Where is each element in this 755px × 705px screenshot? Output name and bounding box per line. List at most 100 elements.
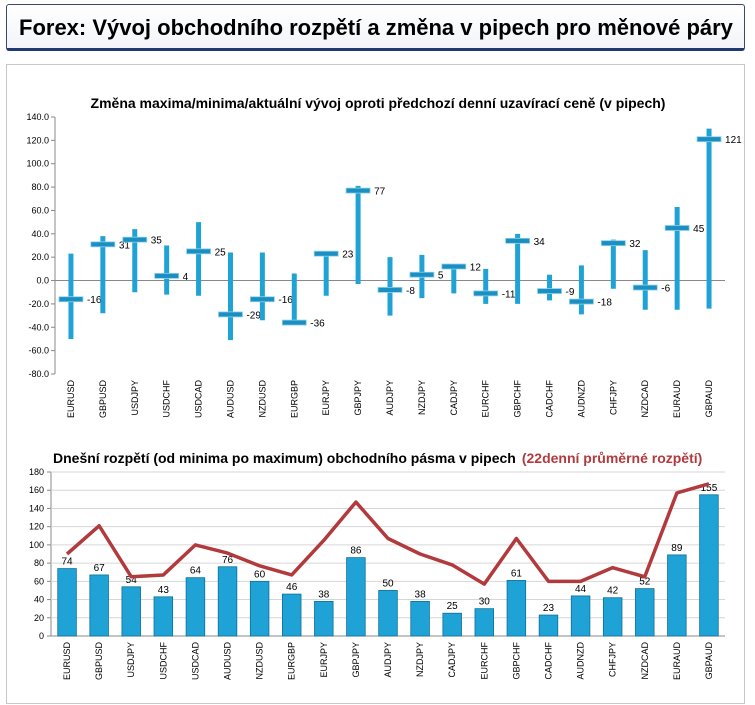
bar (282, 593, 302, 637)
bar-chart-marks: 74 EURUSD 67 GBPUSD 54 USDJPY 43 USDCHF 64 USDCAD… (57, 482, 719, 681)
bar (410, 600, 430, 637)
value-label: 25 (215, 247, 227, 258)
current-marker (281, 319, 307, 326)
page-title: Forex: Vývoj obchodního rozpětí a změna … (19, 15, 733, 40)
category-label: EURUSD (66, 380, 76, 419)
value-label: -16 (278, 295, 293, 306)
current-marker (537, 288, 562, 294)
category-label: USDCHF (158, 641, 168, 679)
value-label: -11 (502, 289, 516, 300)
category-label: NZDCAD (640, 642, 650, 680)
y-tick-label: 140 (29, 503, 44, 513)
bar-line-chart: Dnešní rozpětí (od minima po maximum) ob… (29, 450, 725, 681)
category-label: CADJPY (447, 642, 457, 678)
category-label: GBPUSD (94, 642, 104, 681)
value-label: -29 (246, 310, 261, 321)
category-label: CADCHF (543, 641, 553, 679)
bar-chart-title-main: Dnešní rozpětí (od minima po maximum) ob… (53, 450, 516, 466)
bar (538, 614, 559, 637)
value-label: -6 (661, 284, 670, 295)
bar (602, 597, 623, 637)
y-tick-label: -60.0 (28, 346, 49, 356)
bar-chart-title: Dnešní rozpětí (od minima po maximum) ob… (53, 450, 702, 466)
bar-value-label: 60 (254, 569, 266, 580)
category-label: EURUSD (62, 642, 72, 681)
value-label: -9 (566, 287, 575, 298)
y-tick-label: 40.0 (31, 229, 49, 239)
category-label: NZDUSD (255, 642, 265, 680)
category-label: GBPJPY (353, 380, 363, 416)
current-marker (664, 225, 690, 231)
category-label: AUDNZD (576, 642, 586, 680)
category-label: USDJPY (130, 380, 140, 416)
bar (570, 595, 591, 637)
value-label: 5 (438, 271, 444, 282)
y-tick-label: 160 (29, 485, 44, 495)
y-tick-label: 60 (34, 576, 44, 586)
category-label: CADCHF (545, 379, 555, 417)
value-label: 32 (629, 239, 641, 250)
current-marker (313, 250, 339, 257)
category-label: EURJPY (319, 642, 329, 678)
category-label: GBPCHF (513, 380, 523, 418)
value-label: 4 (183, 272, 189, 283)
y-tick-label: 80.0 (31, 182, 49, 192)
bar (153, 596, 174, 637)
category-label: EURJPY (321, 380, 331, 416)
bar (217, 566, 238, 637)
value-label: -18 (597, 298, 612, 309)
bar (667, 554, 687, 637)
category-label: AUDJPY (385, 380, 395, 416)
bar (249, 580, 270, 637)
range-chart-marks: -16 EURUSD 31 GBPUSD 35 USDJPY 4 USDCHF 25 USDCAD… (58, 128, 742, 419)
bar-value-label: 43 (158, 585, 170, 596)
category-label: EURAUD (672, 380, 682, 419)
y-tick-label: -40.0 (28, 322, 49, 332)
current-marker (154, 272, 180, 279)
bar-value-label: 61 (511, 568, 523, 579)
y-tick-label: 120.0 (26, 135, 49, 145)
category-label: EURCHF (481, 379, 491, 417)
bar-value-label: 23 (543, 603, 555, 614)
current-marker (345, 187, 371, 194)
current-marker (696, 136, 722, 143)
current-marker (569, 298, 594, 305)
current-marker (249, 296, 275, 303)
bar-value-label: 89 (671, 543, 683, 554)
y-tick-label: -20.0 (28, 299, 49, 309)
bar (185, 577, 206, 637)
bar (474, 608, 494, 637)
current-marker (90, 241, 116, 248)
category-label: AUDUSD (225, 380, 235, 419)
category-label: NZDJPY (417, 380, 427, 415)
y-tick-label: 100.0 (26, 159, 49, 169)
value-label: 35 (151, 236, 163, 247)
category-label: USDCAD (190, 642, 200, 681)
page-header: Forex: Vývoj obchodního rozpětí a změna … (6, 4, 745, 51)
category-label: USDCHF (162, 379, 172, 417)
category-label: AUDJPY (383, 642, 393, 678)
bar (57, 568, 77, 637)
current-marker (632, 284, 658, 291)
y-tick-label: 180 (29, 467, 44, 477)
y-tick-label: 0 (39, 631, 44, 641)
average-range-line (65, 482, 710, 586)
value-label: 12 (470, 263, 482, 274)
category-label: EURCHF (479, 641, 489, 679)
bar (89, 574, 109, 637)
y-tick-label: 140.0 (26, 112, 49, 122)
current-marker (218, 311, 243, 318)
category-label: AUDNZD (576, 380, 586, 418)
current-marker (186, 248, 211, 255)
value-label: 121 (725, 135, 742, 146)
category-label: GBPAUD (704, 642, 714, 680)
value-label: -8 (406, 286, 415, 297)
bar-value-label: 64 (190, 566, 202, 577)
current-marker (505, 237, 531, 244)
bar-value-label: 155 (701, 483, 718, 494)
bar-value-label: 42 (607, 586, 619, 597)
y-tick-label: 40 (34, 595, 44, 605)
y-tick-label: 20.0 (31, 252, 49, 262)
category-label: AUDUSD (223, 642, 233, 681)
bar-value-label: 38 (318, 589, 330, 600)
